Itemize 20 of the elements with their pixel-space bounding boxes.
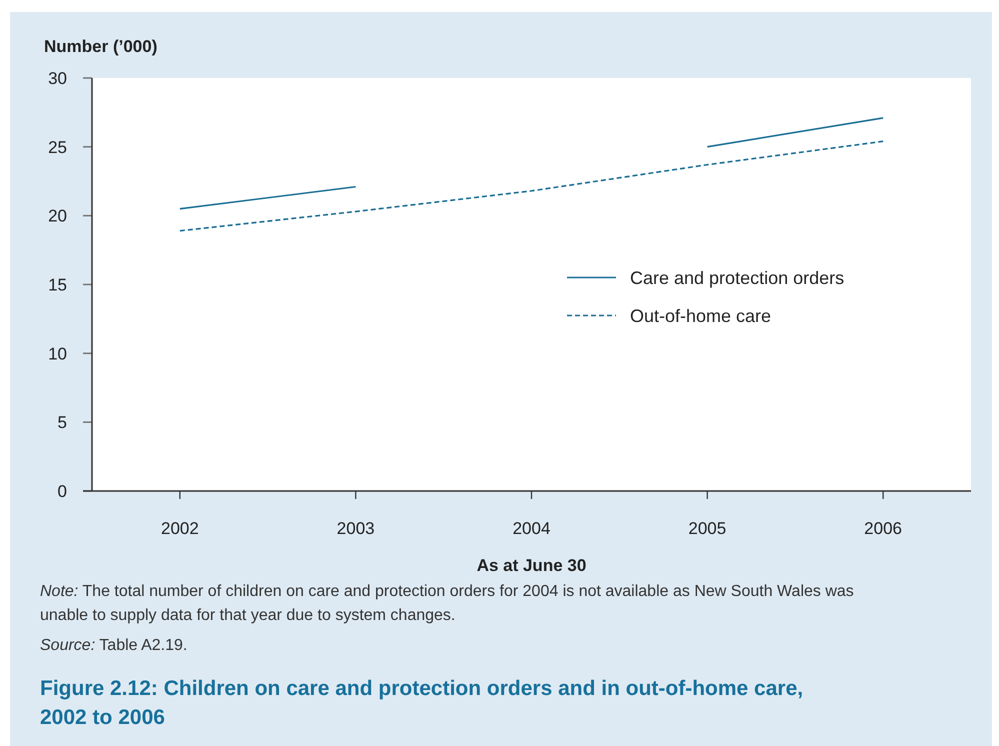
source-note: Source: Table A2.19. <box>40 636 188 656</box>
legend-label: Out-of-home care <box>630 306 772 326</box>
y-tick-label: 10 <box>48 344 67 364</box>
text: Note: The total number of children on care and protection orders for 2004 is not available as New South Wales was unable to supply data for that year due to system changes. <box>40 582 855 626</box>
x-axis-title: As at June 30 <box>476 556 586 575</box>
x-tick-label: 2006 <box>864 519 902 538</box>
x-tick-label: 2002 <box>160 519 199 538</box>
y-tick-label: 0 <box>58 482 67 501</box>
y-tick-label: 25 <box>48 138 67 157</box>
x-tick-label: 2005 <box>688 519 726 538</box>
x-tick-label: 2004 <box>512 519 550 538</box>
y-tick-label: 5 <box>58 413 67 432</box>
x-tick-label: 2003 <box>336 519 375 538</box>
y-tick-label: 15 <box>48 275 67 294</box>
legend-label: Care and protection orders <box>630 268 844 288</box>
line-series <box>179 140 884 232</box>
y-tick-label: 20 <box>48 206 67 226</box>
y-tick-label: 30 <box>48 68 67 88</box>
text: Figure 2.12: Children on care and protection orders and in out-of-home care, 2002 to 2006 <box>40 676 804 731</box>
y-axis-title: Number (’000) <box>44 37 158 56</box>
